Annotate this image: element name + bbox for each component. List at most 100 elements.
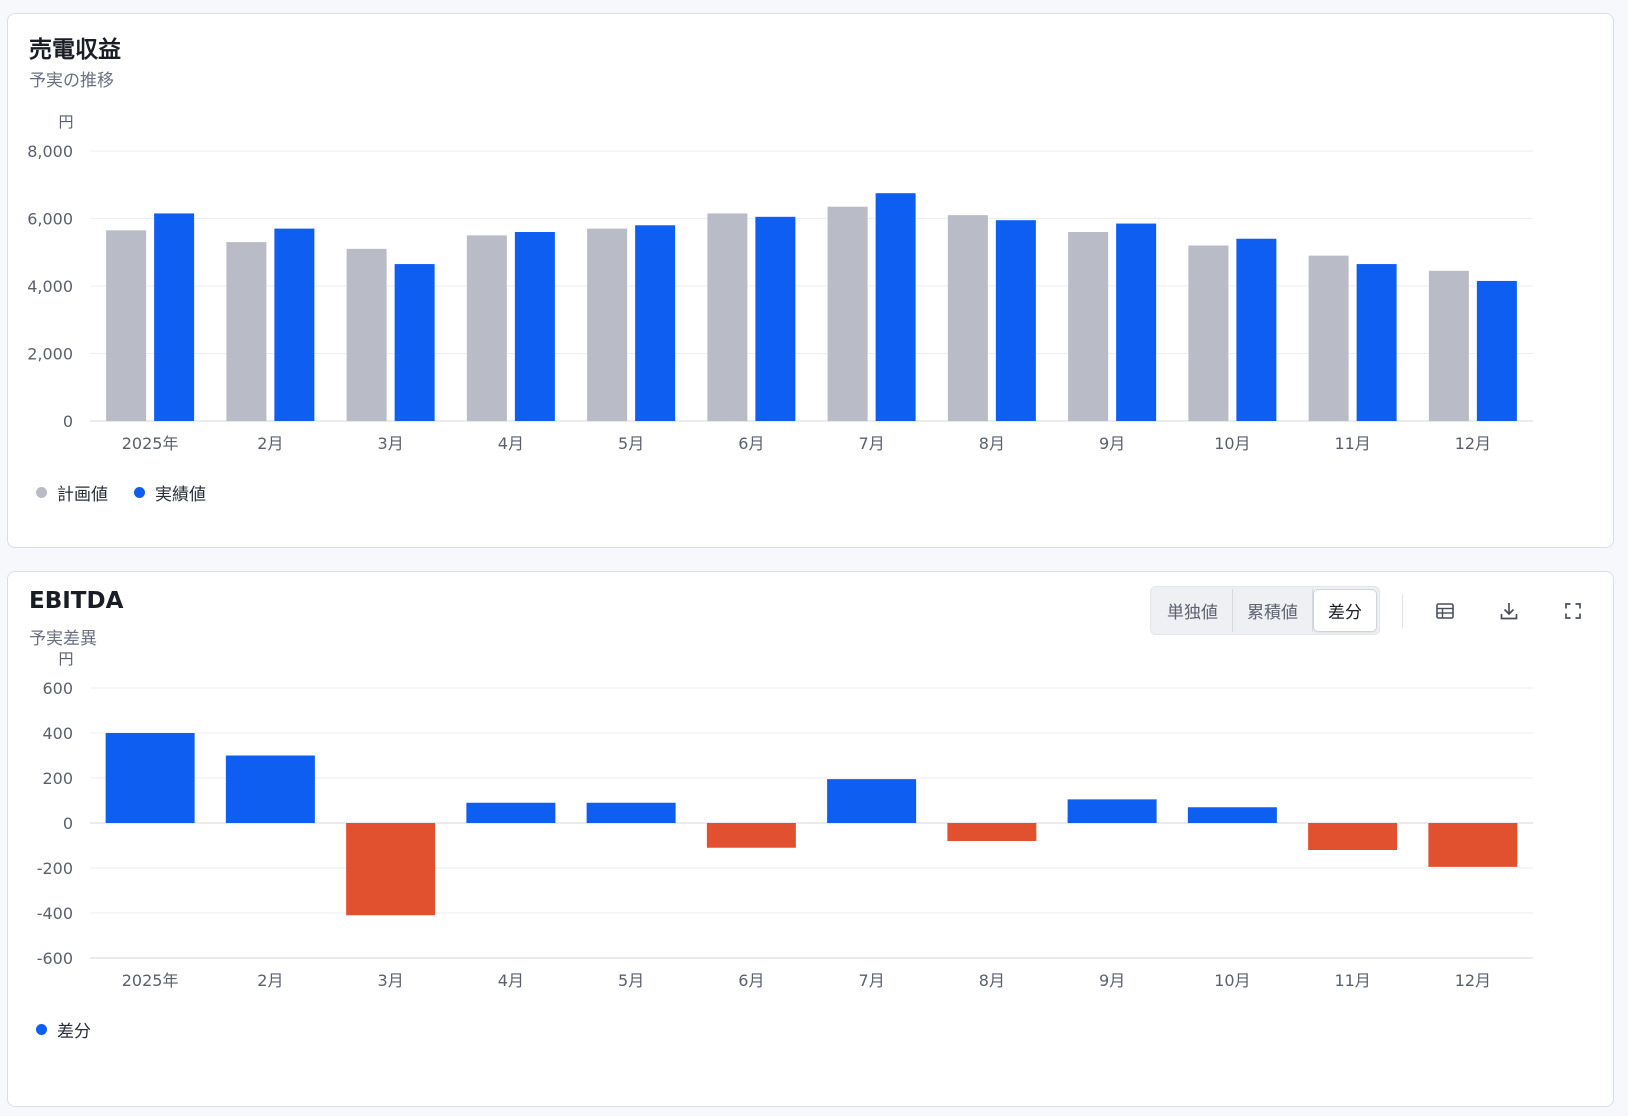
bar-plan <box>226 242 267 421</box>
view-mode-segmented-control: 単独値 累積値 差分 <box>1150 586 1380 635</box>
bar-plan <box>346 248 387 421</box>
chart-toolbar: 単独値 累積値 差分 <box>1150 586 1593 635</box>
bar-actual <box>274 228 315 421</box>
bar-actual <box>995 220 1036 421</box>
x-tick-label: 3月 <box>378 434 404 453</box>
revenue-chart: 円 8,000 6,000 4,000 2,000 0 2025年 2月 3月 4月 5月 6月 7月 8… <box>27 113 1533 453</box>
toolbar-divider <box>1402 593 1403 628</box>
bar-actual <box>514 232 555 421</box>
bar-negative <box>706 823 796 848</box>
x-tick-label: 11月 <box>1334 971 1370 990</box>
bar-plan <box>1428 270 1469 421</box>
y-tick-label: 0 <box>63 814 73 833</box>
bar-negative <box>346 823 436 916</box>
y-tick-label: 600 <box>42 679 73 698</box>
bar-actual <box>755 216 796 421</box>
x-tick-label: 5月 <box>618 971 644 990</box>
y-tick-label: -400 <box>37 904 73 923</box>
legend-label-actual: 実績値 <box>155 485 206 505</box>
table-icon <box>1436 602 1454 619</box>
segment-difference[interactable]: 差分 <box>1313 589 1377 632</box>
bar-plan <box>587 228 628 421</box>
bar-plan <box>1188 245 1229 421</box>
x-tick-label: 12月 <box>1455 434 1491 453</box>
table-view-button[interactable] <box>1425 591 1465 631</box>
y-tick-label: -600 <box>37 949 73 968</box>
x-tick-label: 4月 <box>498 971 524 990</box>
bar-plan <box>1068 232 1109 421</box>
revenue-chart-card: 売電収益 予実の推移 円 8,000 6,000 4,000 2,000 0 2025年 2月… <box>7 13 1614 548</box>
x-tick-label: 9月 <box>1099 434 1125 453</box>
x-tick-label: 6月 <box>738 434 764 453</box>
legend-label-plan: 計画値 <box>57 485 108 505</box>
bar-negative <box>1428 823 1518 867</box>
bar-plan <box>707 213 748 421</box>
chart-title: 売電収益 <box>29 37 121 63</box>
y-tick-label: 6,000 <box>27 210 73 229</box>
download-button[interactable] <box>1489 591 1529 631</box>
bar-positive <box>827 779 917 823</box>
bar-negative <box>1308 823 1398 850</box>
bar-plan <box>1308 255 1349 421</box>
y-tick-label: 4,000 <box>27 277 73 296</box>
x-tick-label: 2025年 <box>122 971 179 990</box>
x-tick-label: 10月 <box>1214 971 1250 990</box>
bar-positive <box>1067 799 1157 823</box>
bar-positive <box>586 802 676 823</box>
x-tick-label: 4月 <box>498 434 524 453</box>
x-tick-label: 2月 <box>257 434 283 453</box>
y-axis-unit-label: 円 <box>58 113 73 131</box>
bar-actual <box>635 225 676 421</box>
x-tick-label: 2025年 <box>122 434 179 453</box>
y-tick-label: -200 <box>37 859 73 878</box>
ebitda-chart: 円 600 400 200 0 -200 -400 -600 2025年 2月 3月 4月 5月 6月 7月… <box>37 650 1533 990</box>
legend-item-actual[interactable]: 実績値 <box>134 480 206 505</box>
x-tick-label: 8月 <box>979 434 1005 453</box>
bar-actual <box>1236 238 1277 421</box>
segment-single-value[interactable]: 単独値 <box>1153 589 1233 632</box>
bar-actual <box>1356 264 1397 421</box>
bar-actual <box>154 213 195 421</box>
bar-positive <box>1187 807 1277 823</box>
bar-positive <box>225 755 315 823</box>
x-tick-label: 7月 <box>859 434 885 453</box>
x-tick-label: 5月 <box>618 434 644 453</box>
download-icon <box>1500 602 1518 619</box>
legend-item-plan[interactable]: 計画値 <box>36 480 108 505</box>
chart-title: EBITDA <box>29 588 124 614</box>
legend-dot-difference <box>36 1024 47 1035</box>
y-tick-label: 400 <box>42 724 73 743</box>
x-tick-label: 7月 <box>859 971 885 990</box>
bar-plan <box>827 206 868 421</box>
x-tick-label: 12月 <box>1455 971 1491 990</box>
x-tick-label: 8月 <box>979 971 1005 990</box>
x-tick-label: 9月 <box>1099 971 1125 990</box>
bar-actual <box>1116 223 1157 421</box>
legend-dot-plan <box>36 487 47 498</box>
x-tick-label: 2月 <box>257 971 283 990</box>
legend-label-difference: 差分 <box>57 1022 91 1042</box>
bar-actual <box>875 193 916 421</box>
chart-subtitle: 予実の推移 <box>29 71 114 91</box>
bar-actual <box>394 264 435 421</box>
fullscreen-icon <box>1565 602 1581 619</box>
y-tick-label: 8,000 <box>27 142 73 161</box>
chart-legend: 差分 <box>36 1017 91 1042</box>
y-tick-label: 2,000 <box>27 345 73 364</box>
y-axis-unit-label: 円 <box>58 650 73 668</box>
chart-legend: 計画値 実績値 <box>36 480 206 505</box>
x-tick-label: 11月 <box>1334 434 1370 453</box>
bar-plan <box>947 215 988 421</box>
segment-cumulative-value[interactable]: 累積値 <box>1233 589 1313 632</box>
legend-dot-actual <box>134 487 145 498</box>
bar-plan <box>106 230 147 421</box>
y-tick-label: 0 <box>63 412 73 431</box>
bar-actual <box>1476 280 1517 421</box>
legend-item-difference[interactable]: 差分 <box>36 1017 91 1042</box>
fullscreen-button[interactable] <box>1553 591 1593 631</box>
bar-positive <box>466 802 556 823</box>
ebitda-chart-card: EBITDA 予実差異 単独値 累積値 差分 <box>7 571 1614 1107</box>
bar-plan <box>466 235 507 421</box>
x-tick-label: 10月 <box>1214 434 1250 453</box>
bar-positive <box>105 733 195 823</box>
